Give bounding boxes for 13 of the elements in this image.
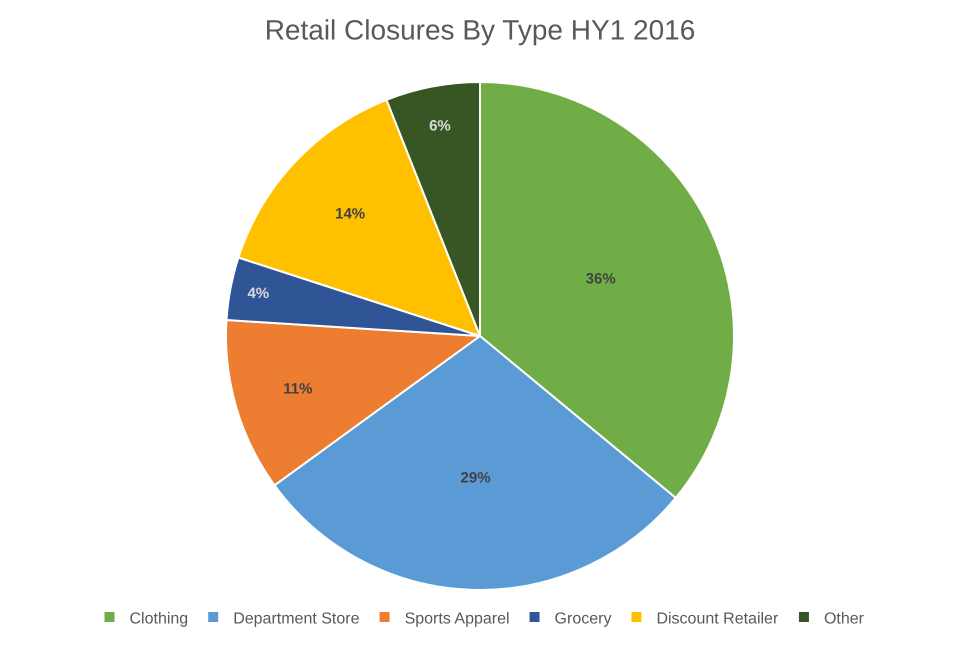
- data-label: 11%: [283, 380, 312, 398]
- legend-label: Department Store: [233, 610, 360, 628]
- data-label: 36%: [586, 270, 616, 288]
- data-label: 14%: [335, 206, 366, 223]
- chart-title: Retail Closures By Type HY1 2016: [264, 14, 696, 46]
- legend-label: Discount Retailer: [656, 610, 779, 628]
- data-label: 6%: [429, 117, 451, 134]
- data-label: 4%: [247, 285, 270, 302]
- legend-label: Clothing: [130, 610, 188, 628]
- legend-label: Grocery: [554, 610, 612, 628]
- legend-label: Other: [824, 610, 865, 628]
- legend-label: Sports Apparel: [404, 610, 510, 628]
- data-label: 29%: [460, 469, 491, 486]
